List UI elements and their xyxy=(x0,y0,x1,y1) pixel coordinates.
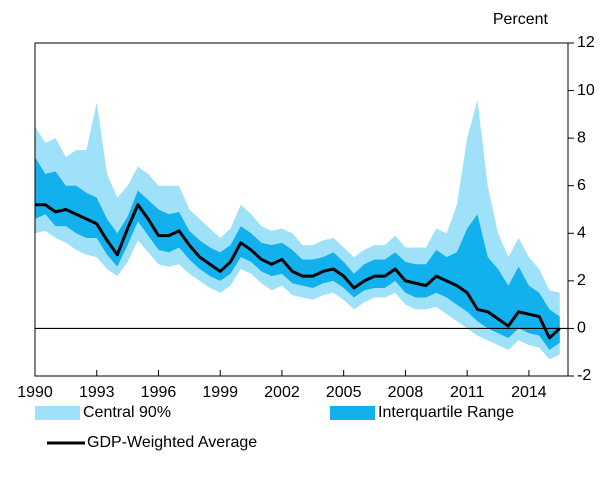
x-tick-label: 1990 xyxy=(17,384,53,401)
x-tick-label: 2005 xyxy=(326,384,362,401)
x-tick-label: 1993 xyxy=(79,384,115,401)
plot-frame xyxy=(34,42,569,377)
line xyxy=(35,203,561,340)
unit-label: Percent xyxy=(493,11,549,28)
x-tick-label: 1999 xyxy=(202,384,238,401)
legend-swatch xyxy=(35,406,80,420)
y-tick-label: 8 xyxy=(577,129,586,146)
y-tick-label: 12 xyxy=(577,34,595,51)
x-tick-label: 2011 xyxy=(450,384,485,401)
y-tick-label: 4 xyxy=(577,225,586,242)
x-tick-label: 2008 xyxy=(388,384,424,401)
x-tick-label: 2002 xyxy=(264,384,300,401)
legend-label: GDP-Weighted Average xyxy=(87,434,257,451)
y-tick-label: 2 xyxy=(577,272,586,289)
y-tick-label: 6 xyxy=(577,177,586,194)
band xyxy=(35,157,560,350)
legend-label: Central 90% xyxy=(83,404,171,421)
y-tick-label: 10 xyxy=(577,82,595,99)
y-tick-label: 0 xyxy=(577,320,586,337)
legend-label: Interquartile Range xyxy=(378,404,514,421)
y-tick-label: -2 xyxy=(577,367,591,384)
x-tick-label: 2014 xyxy=(511,384,547,401)
x-tick-label: 1996 xyxy=(141,384,177,401)
legend-swatch xyxy=(330,406,375,420)
